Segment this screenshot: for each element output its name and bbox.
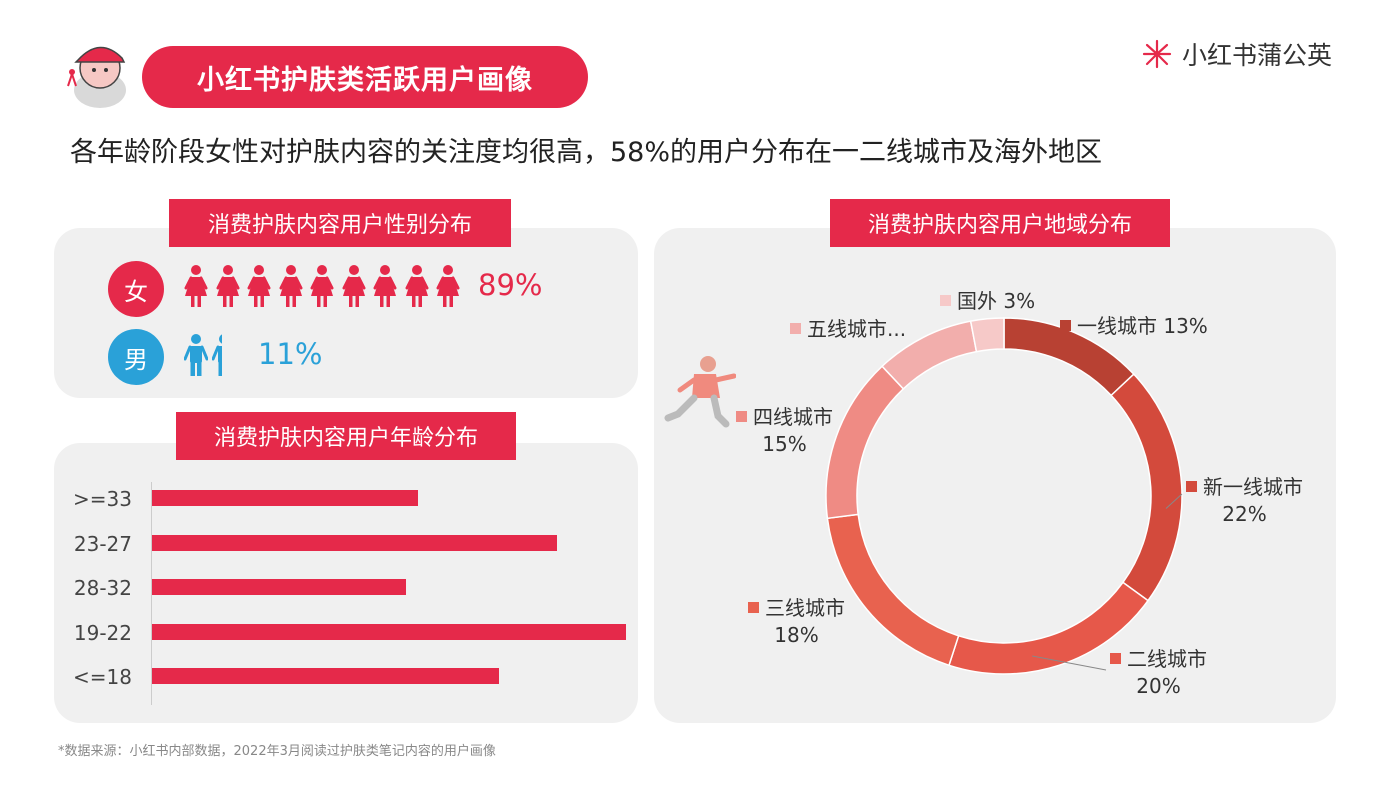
age-category-label: 23-27 — [73, 531, 132, 556]
age-category-label: >=33 — [73, 487, 132, 511]
age-category-label: <=18 — [73, 665, 132, 689]
page-title: 小红书护肤类活跃用户画像 — [142, 46, 588, 108]
slice-percentage: 22% — [1222, 502, 1267, 526]
region-panel — [654, 228, 1336, 723]
dandelion-icon — [1142, 39, 1172, 69]
female-person-icon — [436, 264, 460, 312]
donut-slice — [1110, 373, 1183, 602]
female-pictogram-row — [184, 264, 464, 310]
female-person-icon — [247, 264, 271, 312]
region-section-label: 消费护肤内容用户地域分布 — [830, 199, 1170, 247]
footnote: *数据来源：小红书内部数据，2022年3月阅读过护肤类笔记内容的用户画像 — [58, 744, 496, 759]
donut-leader-line — [1032, 655, 1107, 671]
brand-logo: 小红书蒲公英 — [1140, 36, 1332, 72]
female-badge: 女 — [108, 261, 164, 317]
female-person-icon — [373, 264, 397, 312]
slice-percentage: 18% — [774, 623, 819, 647]
age-bar — [152, 668, 499, 684]
runner-illustration — [664, 352, 737, 434]
slice-name: 一线城市 13% — [1077, 314, 1208, 338]
donut-slice-label: 新一线城市 22% — [1186, 474, 1303, 528]
legend-swatch — [940, 295, 951, 306]
slice-name: 四线城市 — [753, 405, 833, 429]
female-person-icon — [184, 264, 208, 312]
brand-name: 小红书蒲公英 — [1182, 41, 1333, 70]
gender-section-label: 消费护肤内容用户性别分布 — [169, 199, 511, 247]
donut-leader-line — [1165, 493, 1183, 509]
female-person-icon — [216, 264, 240, 312]
age-category-label: 19-22 — [73, 620, 132, 645]
age-axis-line — [151, 482, 152, 705]
age-bar — [152, 534, 557, 551]
age-bar — [152, 579, 407, 595]
male-person-icon — [183, 333, 209, 381]
slice-name: 二线城市 — [1127, 647, 1207, 671]
donut-slice-label: 一线城市 13% — [1060, 313, 1208, 340]
headline: 各年龄阶段女性对护肤内容的关注度均很高，58%的用户分布在一二线城市及海外地区 — [70, 137, 1103, 168]
legend-swatch — [736, 411, 747, 422]
male-percentage: 11% — [258, 337, 323, 371]
legend-swatch — [1060, 320, 1071, 331]
legend-swatch — [790, 323, 801, 334]
male-pictogram-row — [183, 333, 244, 381]
female-person-icon — [310, 264, 334, 312]
slice-name: 三线城市 — [765, 596, 845, 620]
age-bar — [152, 623, 626, 640]
male-person-partial-icon — [212, 333, 222, 381]
legend-swatch — [1186, 481, 1197, 492]
donut-slice-label: 五线城市... — [790, 316, 906, 343]
donut-slice — [826, 513, 960, 667]
legend-swatch — [748, 602, 759, 613]
age-section-label: 消费护肤内容用户年龄分布 — [176, 412, 516, 460]
female-person-icon — [405, 264, 429, 312]
female-percentage: 89% — [478, 268, 543, 302]
slice-name: 新一线城市 — [1203, 475, 1303, 499]
donut-slice-label: 四线城市 15% — [736, 404, 833, 458]
age-category-label: 28-32 — [73, 576, 132, 600]
mascot-illustration — [58, 28, 134, 110]
slice-name: 国外 3% — [957, 289, 1036, 313]
donut-slice — [825, 365, 905, 520]
slice-percentage: 15% — [762, 432, 807, 456]
female-person-icon — [279, 264, 303, 312]
donut-slice-label: 国外 3% — [940, 288, 1035, 315]
female-person-icon — [342, 264, 366, 312]
region-donut-chart — [825, 317, 1183, 675]
donut-slice — [969, 317, 1005, 353]
slice-name: 五线城市... — [807, 317, 907, 341]
legend-swatch — [1110, 653, 1121, 664]
donut-slice-label: 三线城市 18% — [748, 595, 845, 649]
male-badge: 男 — [108, 329, 164, 385]
age-bar-chart: >=33 23-27 28-32 19-22 <=18 — [66, 478, 626, 705]
age-bar — [152, 490, 418, 506]
slice-percentage: 20% — [1136, 674, 1181, 698]
donut-slice-label: 二线城市 20% — [1110, 646, 1207, 700]
